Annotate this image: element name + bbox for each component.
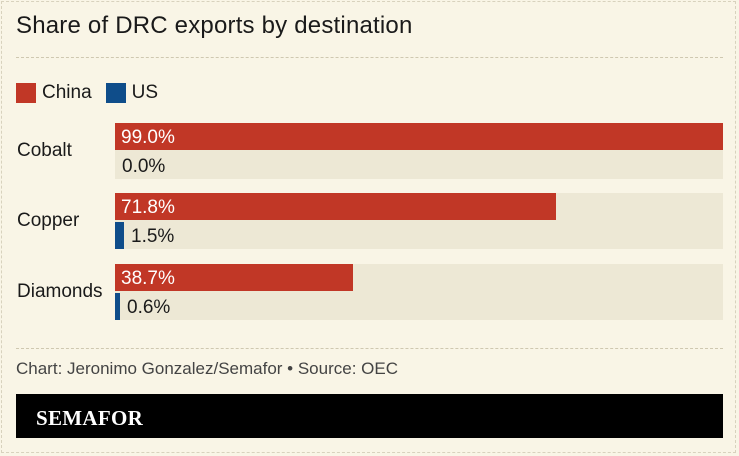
bar-china-copper — [115, 193, 556, 220]
legend-item-china: China — [16, 82, 92, 104]
category-label-cobalt: Cobalt — [17, 140, 72, 161]
chart-title: Share of DRC exports by destination — [16, 12, 413, 39]
legend-label-us: US — [131, 82, 159, 103]
title-divider — [16, 57, 723, 58]
value-label-us-diamonds: 0.6% — [127, 296, 171, 318]
footer-divider — [16, 348, 723, 349]
value-label-us-copper: 1.5% — [131, 225, 175, 247]
legend-swatch-us — [105, 83, 126, 103]
legend-item-us: US — [105, 82, 159, 104]
value-label-china-cobalt: 99.0% — [121, 127, 175, 148]
bar-china-diamonds — [115, 264, 353, 291]
category-label-copper: Copper — [17, 210, 80, 231]
legend: China US — [16, 82, 172, 104]
category-label-diamonds: Diamonds — [17, 281, 103, 302]
bar-us-diamonds — [115, 292, 120, 320]
value-label-china-copper: 71.8% — [121, 197, 175, 218]
brand-footer: SEMAFOR — [16, 394, 723, 438]
legend-swatch-china — [16, 83, 36, 103]
value-label-us-cobalt: 0.0% — [122, 155, 166, 177]
bar-china-cobalt — [115, 123, 723, 150]
legend-label-china: China — [42, 82, 92, 103]
semafor-logo: SEMAFOR — [36, 406, 144, 430]
value-label-china-diamonds: 38.7% — [121, 268, 175, 289]
bar-us-copper — [115, 221, 124, 249]
chart-credit: Chart: Jeronimo Gonzalez/Semafor • Sourc… — [16, 359, 398, 378]
